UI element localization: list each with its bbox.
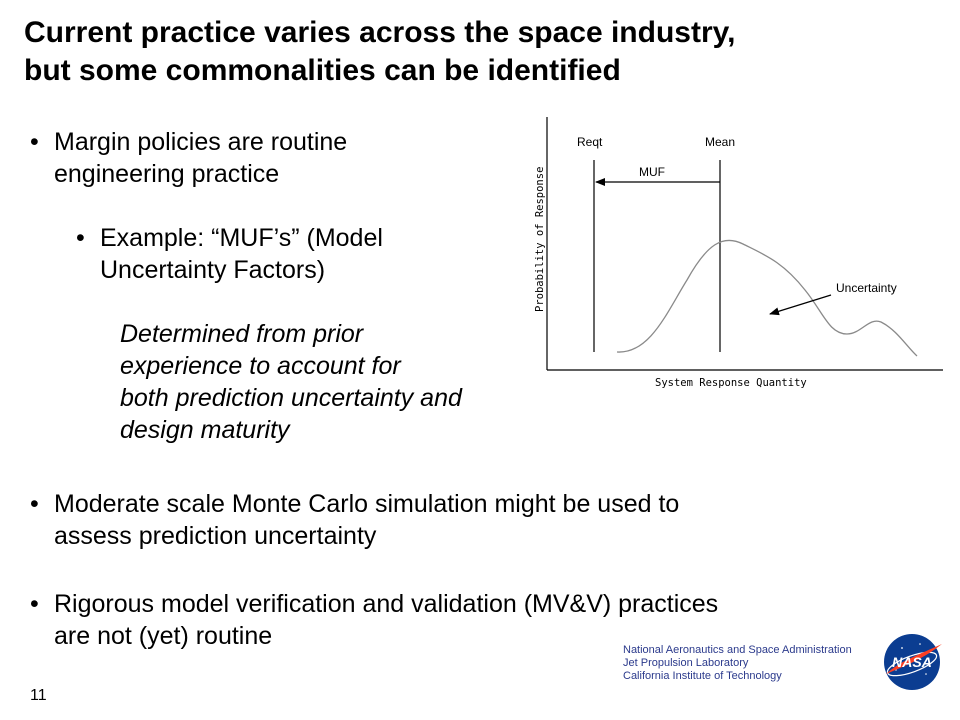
title-line-2: but some commonalities can be identified [24,54,621,87]
institution-footer: National Aeronautics and Space Administr… [623,644,852,683]
bullet-dot: • [30,590,39,618]
detail-line: experience to account for [120,352,401,380]
bullet-dot: • [76,224,85,252]
bullet-text-line: Example: “MUF’s” (Model [100,224,383,252]
reqt-label: Reqt [577,135,603,149]
page-number: 11 [30,687,47,704]
y-axis-title: Probability of Response [534,167,546,312]
footer-line: California Institute of Technology [623,670,782,682]
bullet-dot: • [30,128,39,156]
uncertainty-label: Uncertainty [836,281,897,295]
footer-line: National Aeronautics and Space Administr… [623,644,852,656]
muf-detail-text: Determined from prior experience to acco… [120,318,462,446]
bullet-dot: • [30,490,39,518]
logo-text: NASA [892,654,932,670]
detail-line: both prediction uncertainty and [120,384,462,412]
footer-line: Jet Propulsion Laboratory [623,657,749,669]
detail-line: Determined from prior [120,320,364,348]
muf-label: MUF [639,165,665,179]
detail-line: design maturity [120,416,290,444]
uncertainty-diagram: Reqt Mean MUF Uncertainty System Respons… [534,117,943,389]
bullet-text-line: engineering practice [54,160,280,188]
x-axis-title: System Response Quantity [655,377,807,389]
bullet-text-line: are not (yet) routine [54,622,273,650]
mean-label: Mean [705,135,735,149]
title-line-1: Current practice varies across the space… [24,16,736,49]
bullet-text-line: Uncertainty Factors) [100,256,326,284]
bullet-text-line: Margin policies are routine [54,128,348,156]
nasa-logo-icon: NASA [884,634,942,690]
slide-title: Current practice varies across the space… [24,14,944,90]
probability-curve [616,239,918,357]
bullet-text-line: Rigorous model verification and validati… [54,590,719,618]
bullet-text-line: assess prediction uncertainty [54,522,377,550]
uncertainty-pointer [769,294,832,316]
bullet-text-line: Moderate scale Monte Carlo simulation mi… [54,490,680,518]
